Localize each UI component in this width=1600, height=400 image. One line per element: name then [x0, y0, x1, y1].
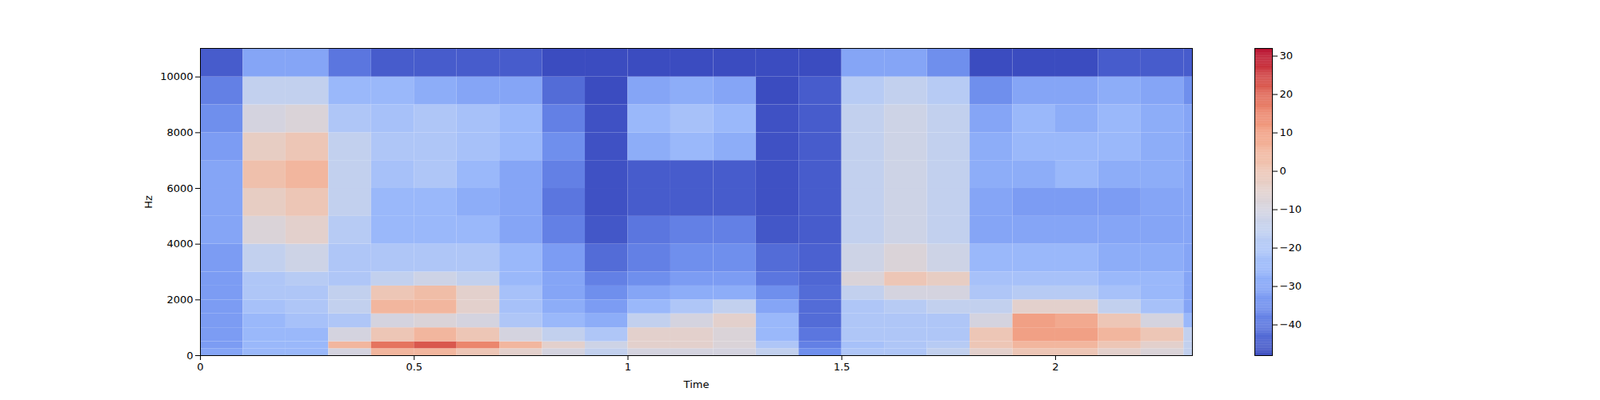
svg-text:0: 0 [1280, 164, 1287, 177]
svg-text:−20: −20 [1280, 241, 1302, 254]
svg-text:20: 20 [1280, 88, 1294, 100]
svg-text:10000: 10000 [160, 70, 193, 83]
svg-text:Time: Time [683, 378, 710, 391]
svg-text:30: 30 [1280, 49, 1294, 62]
svg-text:−40: −40 [1280, 318, 1302, 331]
svg-text:8000: 8000 [166, 126, 193, 139]
svg-text:−10: −10 [1280, 203, 1302, 216]
svg-text:0.5: 0.5 [405, 360, 423, 373]
svg-text:2000: 2000 [166, 293, 193, 306]
svg-text:1.5: 1.5 [833, 360, 851, 373]
svg-text:0: 0 [186, 349, 193, 362]
svg-text:0: 0 [196, 360, 204, 373]
svg-text:6000: 6000 [166, 182, 193, 195]
svg-text:−30: −30 [1280, 280, 1302, 292]
svg-text:Hz: Hz [142, 195, 155, 209]
svg-text:4000: 4000 [166, 237, 193, 250]
svg-text:10: 10 [1280, 126, 1294, 139]
svg-text:2: 2 [1052, 360, 1059, 373]
svg-text:1: 1 [624, 360, 632, 373]
